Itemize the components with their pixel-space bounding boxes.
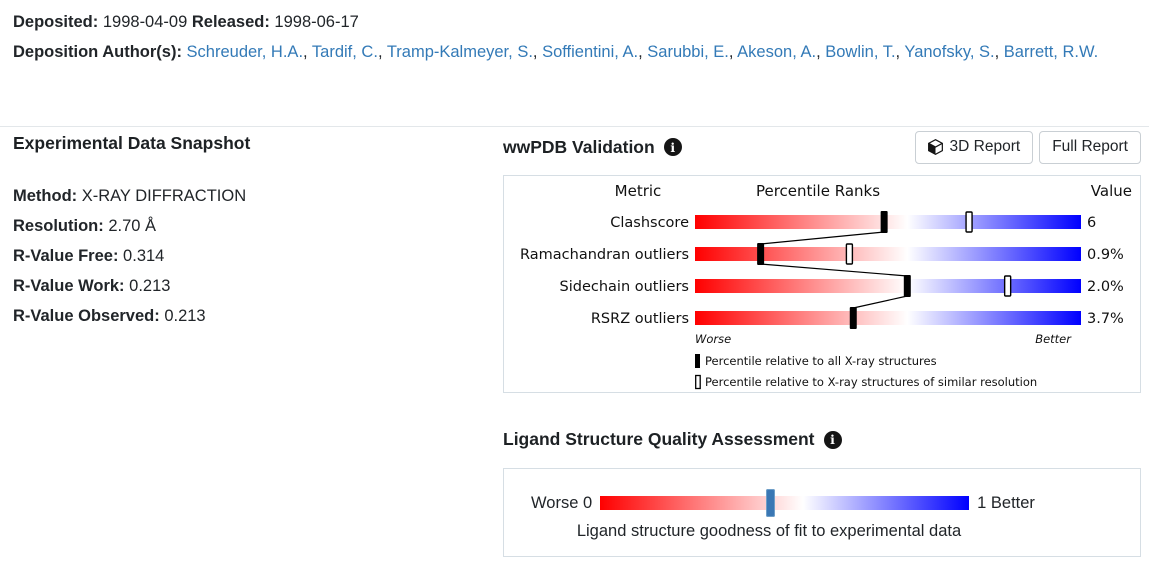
experimental-field: Method: X-RAY DIFFRACTION	[13, 187, 247, 205]
metric-value: 2.0%	[1087, 279, 1124, 295]
report-3d-button[interactable]: 3D Report	[914, 130, 1034, 164]
entry-header: Deposited: 1998-04-09 Released: 1998-06-…	[13, 7, 1137, 67]
metric-label: Ramachandran outliers	[520, 247, 689, 263]
percentile-marker-all	[903, 275, 911, 297]
col-header-value: Value	[1091, 182, 1132, 200]
ligand-worse-label: Worse 0	[531, 493, 593, 512]
experimental-field: R-Value Free: 0.314	[13, 247, 165, 265]
metric-label: Sidechain outliers	[560, 279, 689, 295]
released-value: 1998-06-17	[274, 13, 359, 31]
metric-label: Clashscore	[610, 215, 689, 231]
author-link[interactable]: Akeson, A.	[737, 43, 817, 61]
col-header-percentile: Percentile Ranks	[756, 182, 880, 200]
percentile-bar	[695, 247, 1081, 261]
axis-better-label: Better	[1035, 332, 1072, 346]
author-link[interactable]: Barrett, R.W.	[1003, 43, 1099, 61]
author-link[interactable]: Schreuder, H.A.	[186, 43, 304, 61]
header-divider	[0, 126, 1149, 127]
validation-slider-chart: Metric Percentile Ranks Value Clashscore 6 Ra…	[503, 175, 1141, 393]
experimental-field: Resolution: 2.70 Å	[13, 217, 157, 235]
connector-line	[853, 295, 908, 309]
percentile-marker-all	[849, 307, 857, 329]
full-report-button[interactable]: Full Report	[1039, 130, 1141, 164]
percentile-marker-all	[880, 211, 888, 233]
authors-label: Deposition Author(s):	[13, 43, 182, 61]
percentile-bar	[695, 279, 1081, 293]
experimental-field: R-Value Observed: 0.213	[13, 307, 206, 325]
metric-value: 0.9%	[1087, 247, 1124, 263]
deposition-authors-line: Deposition Author(s): Schreuder, H.A., T…	[13, 37, 1137, 67]
experimental-data-snapshot: Experimental Data Snapshot Method: X-RAY…	[13, 133, 483, 331]
legend-hollow-marker	[695, 374, 701, 390]
full-report-label: Full Report	[1052, 138, 1128, 155]
percentile-bar	[695, 311, 1081, 325]
report-buttons: 3D Report Full Report	[914, 130, 1141, 164]
percentile-marker-resolution	[965, 211, 973, 233]
metric-label: RSRZ outliers	[591, 311, 689, 327]
connector-line	[760, 231, 885, 245]
experimental-fields: Method: X-RAY DIFFRACTION Resolution: 2.7…	[13, 181, 483, 331]
ligand-quality-slider	[600, 489, 970, 517]
validation-header-row: wwPDB Validation i 3D Report Full Report	[503, 130, 1141, 164]
info-icon[interactable]: i	[663, 138, 682, 156]
author-link[interactable]: Soffientini, A.	[542, 43, 639, 61]
author-link[interactable]: Tardif, C.	[311, 43, 378, 61]
validation-section: wwPDB Validation i 3D Report Full Report	[503, 130, 1141, 560]
ligand-quality-marker	[765, 489, 775, 517]
percentile-ranks-chart: Metric Percentile Ranks Value Clashscore 6 Ra…	[520, 182, 1132, 390]
released-label: Released:	[191, 13, 270, 31]
deposit-dates-line: Deposited: 1998-04-09 Released: 1998-06-…	[13, 7, 1137, 37]
legend-solid-marker	[695, 354, 700, 368]
ligand-quality-panel: Worse 0 1 Better Ligand structure goodne…	[503, 468, 1141, 557]
connector-line	[760, 263, 908, 277]
validation-title: wwPDB Validation	[503, 136, 655, 157]
col-header-metric: Metric	[615, 182, 662, 200]
cube-icon	[927, 139, 943, 155]
percentile-marker-all	[757, 243, 765, 265]
info-icon[interactable]: i	[823, 430, 842, 449]
author-link[interactable]: Sarubbi, E.	[647, 43, 729, 61]
ligand-quality-header: Ligand Structure Quality Assessment i	[503, 429, 842, 450]
legend-label: Percentile relative to all X-ray structu…	[705, 354, 937, 368]
deposited-value: 1998-04-09	[102, 13, 188, 31]
deposited-label: Deposited:	[13, 13, 99, 31]
author-link[interactable]: Bowlin, T.	[825, 43, 896, 61]
experimental-title: Experimental Data Snapshot	[13, 133, 251, 153]
ligand-quality-caption: Ligand structure goodness of fit to expe…	[576, 522, 962, 540]
report-3d-label: 3D Report	[949, 138, 1021, 155]
percentile-marker-resolution	[845, 243, 854, 265]
percentile-bar	[695, 215, 1081, 229]
metric-value: 6	[1087, 215, 1096, 231]
ligand-better-label: 1 Better	[977, 493, 1035, 512]
ligand-slider-row: Worse 0 1 Better	[531, 489, 1140, 517]
metric-value: 3.7%	[1087, 311, 1124, 327]
axis-worse-label: Worse	[695, 332, 731, 346]
author-link[interactable]: Tramp-Kalmeyer, S.	[386, 43, 533, 61]
author-links: Schreuder, H.A., Tardif, C., Tramp-Kalme…	[186, 43, 1099, 61]
ligand-quality-title: Ligand Structure Quality Assessment	[503, 429, 815, 449]
legend-label: Percentile relative to X-ray structures …	[705, 375, 1037, 389]
experimental-field: R-Value Work: 0.213	[13, 277, 171, 295]
author-link[interactable]: Yanofsky, S.	[904, 43, 995, 61]
percentile-marker-resolution	[1003, 275, 1012, 297]
